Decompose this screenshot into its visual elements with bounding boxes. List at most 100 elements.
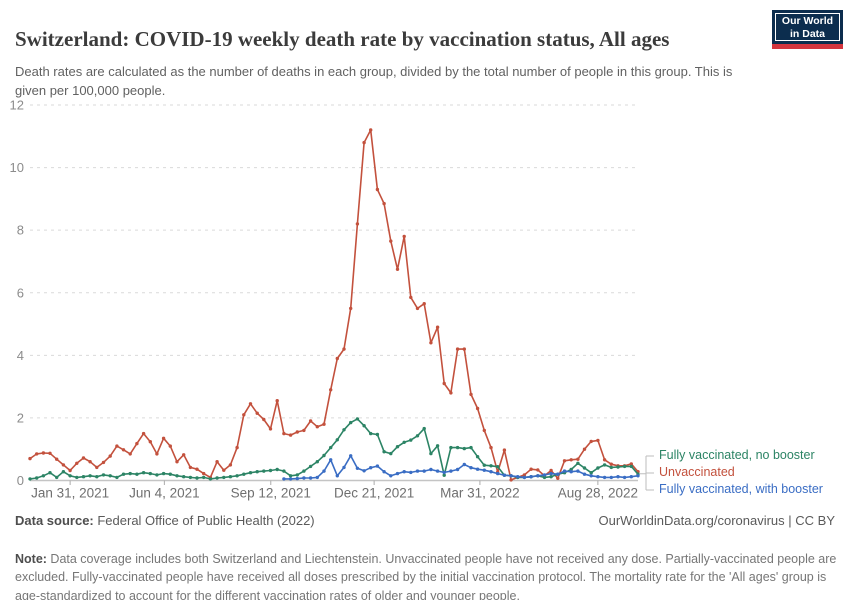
data-point (168, 444, 172, 448)
data-point (596, 475, 600, 479)
data-point (549, 468, 553, 473)
data-point (168, 472, 172, 476)
data-point (602, 463, 607, 467)
data-point (275, 399, 279, 403)
data-point (429, 451, 433, 456)
legend-item-unvaccinated[interactable]: Unvaccinated (659, 465, 735, 479)
data-point (355, 222, 360, 226)
data-point (282, 469, 286, 473)
data-point (375, 464, 380, 468)
data-point (622, 475, 627, 480)
data-point (529, 467, 533, 471)
data-point (475, 455, 480, 459)
data-point (429, 341, 433, 345)
chart-canvas[interactable]: 0 2 4 6 8 10 12 Jan 31, 2021 Jun 4, 2021 Sep 12, … (0, 90, 850, 510)
data-point (41, 474, 46, 478)
data-point (415, 434, 420, 438)
data-point (389, 239, 393, 243)
data-point (128, 452, 132, 456)
data-point (589, 471, 593, 475)
data-point (28, 456, 32, 461)
data-point (135, 441, 139, 446)
legend-connector (640, 455, 654, 491)
data-point (161, 436, 166, 440)
data-point (622, 464, 627, 469)
data-point (35, 476, 39, 480)
data-point (562, 469, 567, 473)
data-point (629, 475, 633, 479)
data-point (462, 347, 466, 351)
data-point (95, 475, 99, 479)
data-point (475, 406, 480, 411)
owid-logo[interactable]: Our World in Data (772, 10, 843, 49)
data-point (329, 388, 333, 392)
data-point (402, 470, 406, 474)
y-tick-label: 6 (17, 285, 24, 300)
data-point (415, 469, 420, 473)
data-point (108, 454, 112, 458)
data-point (88, 460, 92, 464)
owid-logo-stripe (772, 44, 843, 49)
data-point (55, 457, 59, 461)
data-point (255, 411, 259, 415)
data-point (449, 445, 453, 450)
data-point (389, 451, 393, 456)
data-point (355, 417, 360, 421)
x-tick-label: Dec 21, 2021 (334, 486, 414, 501)
legend-item-no-booster[interactable]: Fully vaccinated, no booster (659, 448, 815, 462)
data-point (242, 472, 246, 476)
data-point (549, 475, 553, 479)
data-point (556, 472, 560, 476)
data-point (389, 474, 393, 478)
data-point (308, 464, 313, 469)
data-point (288, 477, 293, 481)
data-point (482, 468, 486, 472)
data-point (355, 466, 360, 470)
data-point (308, 476, 313, 480)
data-point (188, 465, 193, 470)
data-point (248, 402, 253, 406)
data-point (88, 474, 92, 478)
x-tick-label: Jan 31, 2021 (31, 486, 109, 501)
data-point (522, 475, 527, 480)
chart-subtitle: Death rates are calculated as the number… (15, 64, 733, 98)
data-point (155, 473, 159, 477)
data-point (469, 445, 473, 450)
data-point (509, 474, 513, 478)
data-point (442, 473, 446, 477)
data-point (562, 459, 567, 463)
data-point (496, 465, 500, 469)
data-point (121, 448, 126, 452)
data-point (442, 381, 446, 386)
legend-item-with-booster[interactable]: Fully vaccinated, with booster (659, 482, 823, 496)
x-tick-label: Mar 31, 2022 (440, 486, 520, 501)
data-point (616, 465, 620, 469)
data-point (101, 460, 106, 465)
data-point (195, 476, 199, 480)
data-point (596, 438, 600, 443)
data-point (602, 458, 607, 462)
data-point (75, 475, 79, 480)
data-point (536, 468, 540, 472)
data-point (262, 469, 266, 473)
data-point (422, 302, 426, 306)
data-point (462, 446, 466, 451)
data-point (382, 201, 386, 206)
data-point (362, 469, 366, 473)
data-point (228, 463, 233, 467)
credit-link[interactable]: OurWorldinData.org/coronavirus | CC BY (598, 513, 835, 528)
data-point (616, 475, 620, 479)
data-point (536, 474, 540, 478)
data-point (422, 469, 426, 473)
data-point (402, 440, 406, 444)
data-point (589, 439, 593, 444)
data-point (489, 445, 493, 450)
data-point (402, 234, 406, 239)
data-point (489, 470, 493, 474)
data-point (409, 438, 413, 442)
data-point (48, 451, 52, 455)
data-point (542, 475, 547, 480)
data-point (496, 471, 500, 476)
data-point (409, 295, 413, 300)
data-point (322, 453, 326, 458)
